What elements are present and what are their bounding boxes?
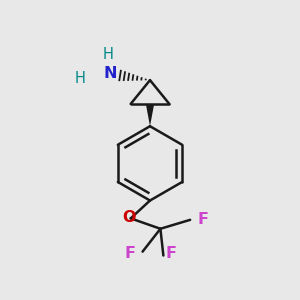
Polygon shape xyxy=(146,104,154,126)
Text: F: F xyxy=(124,246,135,261)
Text: O: O xyxy=(122,210,136,225)
Text: H: H xyxy=(75,71,86,86)
Text: F: F xyxy=(198,212,208,227)
Text: N: N xyxy=(103,66,117,81)
Text: F: F xyxy=(166,246,177,261)
Text: H: H xyxy=(103,47,114,62)
